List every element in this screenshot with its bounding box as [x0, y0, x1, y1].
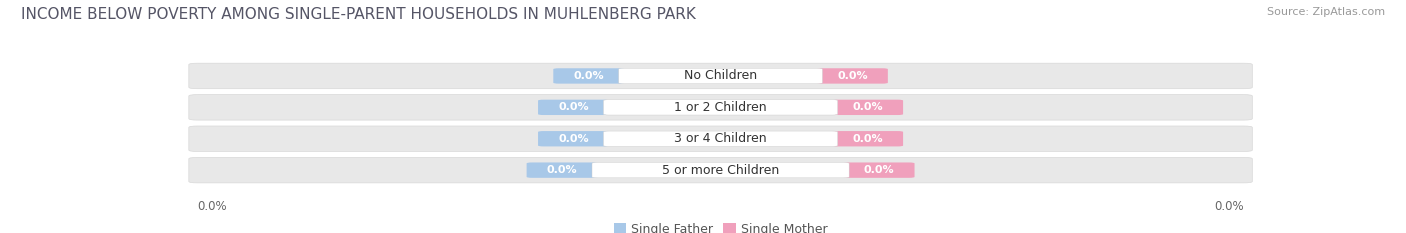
Text: 3 or 4 Children: 3 or 4 Children — [675, 132, 766, 145]
Text: 0.0%: 0.0% — [547, 165, 578, 175]
FancyBboxPatch shape — [554, 68, 624, 84]
FancyBboxPatch shape — [188, 63, 1253, 89]
Text: 0.0%: 0.0% — [574, 71, 605, 81]
FancyBboxPatch shape — [832, 100, 903, 115]
Text: 0.0%: 0.0% — [852, 102, 883, 112]
FancyBboxPatch shape — [603, 100, 838, 115]
Text: 0.0%: 0.0% — [837, 71, 868, 81]
FancyBboxPatch shape — [538, 131, 609, 146]
FancyBboxPatch shape — [844, 162, 914, 178]
Text: Source: ZipAtlas.com: Source: ZipAtlas.com — [1267, 7, 1385, 17]
FancyBboxPatch shape — [619, 68, 823, 84]
Text: 5 or more Children: 5 or more Children — [662, 164, 779, 177]
FancyBboxPatch shape — [832, 131, 903, 146]
FancyBboxPatch shape — [188, 158, 1253, 183]
FancyBboxPatch shape — [188, 95, 1253, 120]
Text: 0.0%: 0.0% — [1213, 200, 1244, 213]
FancyBboxPatch shape — [603, 131, 838, 146]
FancyBboxPatch shape — [188, 126, 1253, 151]
FancyBboxPatch shape — [817, 68, 887, 84]
Text: 1 or 2 Children: 1 or 2 Children — [675, 101, 766, 114]
Text: 0.0%: 0.0% — [197, 200, 228, 213]
Text: No Children: No Children — [683, 69, 758, 82]
Legend: Single Father, Single Mother: Single Father, Single Mother — [609, 218, 832, 233]
Text: 0.0%: 0.0% — [863, 165, 894, 175]
FancyBboxPatch shape — [527, 162, 598, 178]
FancyBboxPatch shape — [538, 100, 609, 115]
FancyBboxPatch shape — [592, 162, 849, 178]
Text: 0.0%: 0.0% — [558, 102, 589, 112]
Text: 0.0%: 0.0% — [852, 134, 883, 144]
Text: 0.0%: 0.0% — [558, 134, 589, 144]
Text: INCOME BELOW POVERTY AMONG SINGLE-PARENT HOUSEHOLDS IN MUHLENBERG PARK: INCOME BELOW POVERTY AMONG SINGLE-PARENT… — [21, 7, 696, 22]
